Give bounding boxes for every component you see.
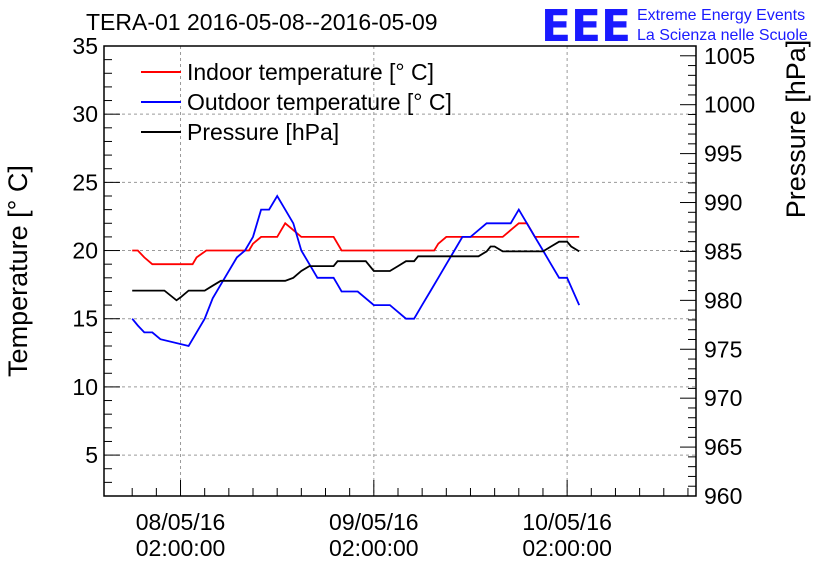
left-axis-tick-label: 5 xyxy=(85,442,98,468)
left-axis-tick-label: 20 xyxy=(72,238,98,264)
legend-label-outdoor: Outdoor temperature [° C] xyxy=(187,89,452,115)
outdoor-temperature-line xyxy=(131,194,581,348)
x-axis-tick-label-date: 10/05/16 xyxy=(522,509,612,535)
series-layer xyxy=(131,194,581,348)
right-axis-tick-label: 980 xyxy=(704,287,742,313)
left-axis-tick-label: 30 xyxy=(72,101,98,127)
logo-line1: Extreme Energy Events xyxy=(637,7,805,24)
chart-title: TERA-01 2016-05-08--2016-05-09 xyxy=(86,9,438,35)
right-axis-label: Pressure [hPa] xyxy=(781,40,811,219)
right-axis-tick-label: 960 xyxy=(704,483,742,509)
left-axis-tick-label: 25 xyxy=(72,169,98,195)
right-axis-tick-label: 965 xyxy=(704,434,742,460)
legend-label-indoor: Indoor temperature [° C] xyxy=(187,59,434,85)
eee-logo: EEE Extreme Energy Events La Scienza nel… xyxy=(541,1,808,52)
axes: 5 10 15 20 25 30 35 960 965 970 975 980 985 990 995 100… xyxy=(72,33,755,561)
logo-line2: La Scienza nelle Scuole xyxy=(637,27,808,44)
pressure-line xyxy=(132,240,580,302)
legend: Indoor temperature [° C] Outdoor tempera… xyxy=(141,59,452,145)
right-axis-tick-label: 970 xyxy=(704,385,742,411)
right-axis-tick-label: 1000 xyxy=(704,92,755,118)
x-axis-tick-label-time: 02:00:00 xyxy=(329,535,419,561)
x-axis-tick-label-time: 02:00:00 xyxy=(136,535,226,561)
legend-label-pressure: Pressure [hPa] xyxy=(187,119,339,145)
x-axis-tick-label-date: 09/05/16 xyxy=(329,509,419,535)
right-axis-tick-label: 995 xyxy=(704,141,742,167)
left-axis-label: Temperature [° C] xyxy=(3,165,33,377)
x-axis-tick-label-date: 08/05/16 xyxy=(136,509,226,535)
right-axis-tick-label: 975 xyxy=(704,336,742,362)
right-axis-tick-label: 985 xyxy=(704,238,742,264)
x-axis-tick-label-time: 02:00:00 xyxy=(522,535,612,561)
logo-mark: EEE xyxy=(541,1,631,52)
right-axis-tick-label: 990 xyxy=(704,190,742,216)
left-axis-tick-label: 15 xyxy=(72,306,98,332)
left-axis-tick-label: 10 xyxy=(72,374,98,400)
left-axis-tick-label: 35 xyxy=(72,33,98,59)
right-axis-tick-label: 1005 xyxy=(704,43,755,69)
